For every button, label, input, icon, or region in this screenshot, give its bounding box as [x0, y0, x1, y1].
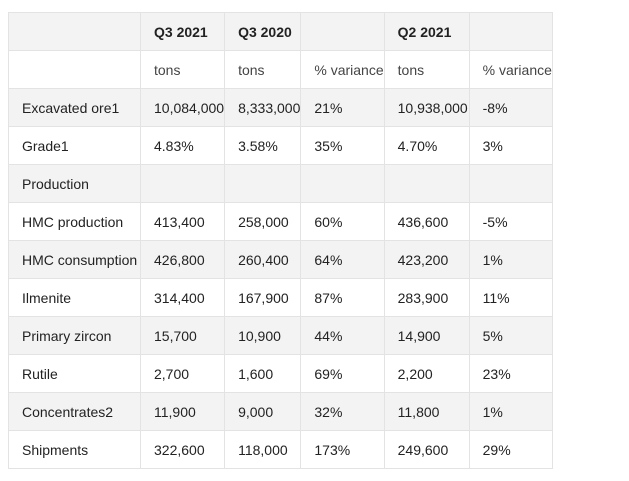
header-cell: Q3 2020 [224, 12, 302, 51]
header-cell [468, 12, 553, 51]
table-cell [300, 164, 385, 203]
header-cell [8, 12, 141, 51]
row-label: HMC consumption [8, 240, 141, 279]
table-cell: 423,200 [383, 240, 470, 279]
row-label: Production [8, 164, 141, 203]
table-cell: 260,400 [224, 240, 302, 279]
table-cell: 69% [300, 354, 385, 393]
unit-cell [8, 50, 141, 89]
table-row: Shipments 322,600 118,000 173% 249,600 2… [8, 430, 553, 469]
table-cell: 249,600 [383, 430, 470, 469]
table-cell: 426,800 [139, 240, 226, 279]
table-cell: 8,333,000 [224, 88, 302, 127]
unit-cell: % variance [300, 50, 385, 89]
header-row: Q3 2021 Q3 2020 Q2 2021 [8, 12, 553, 51]
row-label: Concentrates2 [8, 392, 141, 431]
table-cell: 3.58% [224, 126, 302, 165]
table-cell: 173% [300, 430, 385, 469]
table-cell: 23% [468, 354, 553, 393]
row-label: Ilmenite [8, 278, 141, 317]
unit-cell: tons [383, 50, 470, 89]
table-cell: 167,900 [224, 278, 302, 317]
table-cell: 4.70% [383, 126, 470, 165]
table-cell: 4.83% [139, 126, 226, 165]
table-cell: 35% [300, 126, 385, 165]
table-cell: 11,900 [139, 392, 226, 431]
table-cell: 87% [300, 278, 385, 317]
table-cell: 44% [300, 316, 385, 355]
table-cell: 14,900 [383, 316, 470, 355]
table-cell: 258,000 [224, 202, 302, 241]
table-cell: 413,400 [139, 202, 226, 241]
table-cell: 314,400 [139, 278, 226, 317]
table-row: Rutile 2,700 1,600 69% 2,200 23% [8, 354, 553, 393]
table-row: HMC consumption 426,800 260,400 64% 423,… [8, 240, 553, 279]
table-cell: -5% [468, 202, 553, 241]
unit-cell: % variance [468, 50, 553, 89]
unit-cell: tons [224, 50, 302, 89]
table-row: Concentrates2 11,900 9,000 32% 11,800 1% [8, 392, 553, 431]
table-cell [139, 164, 226, 203]
table-cell: 32% [300, 392, 385, 431]
table-cell: 1,600 [224, 354, 302, 393]
table-row: Production [8, 164, 553, 203]
table-cell: 11,800 [383, 392, 470, 431]
table-cell: 5% [468, 316, 553, 355]
table-cell: 118,000 [224, 430, 302, 469]
table-cell [224, 164, 302, 203]
row-label: HMC production [8, 202, 141, 241]
production-table: Q3 2021 Q3 2020 Q2 2021 tons tons % vari… [8, 12, 553, 469]
row-label: Primary zircon [8, 316, 141, 355]
production-table-container: Q3 2021 Q3 2020 Q2 2021 tons tons % vari… [8, 12, 553, 469]
table-cell: 10,938,000 [383, 88, 470, 127]
table-cell: 15,700 [139, 316, 226, 355]
row-label: Grade1 [8, 126, 141, 165]
table-cell: 11% [468, 278, 553, 317]
table-cell: 60% [300, 202, 385, 241]
table-cell: 436,600 [383, 202, 470, 241]
table-cell: 322,600 [139, 430, 226, 469]
table-cell: 10,900 [224, 316, 302, 355]
unit-cell: tons [139, 50, 226, 89]
row-label: Rutile [8, 354, 141, 393]
table-row: HMC production 413,400 258,000 60% 436,6… [8, 202, 553, 241]
table-row: Primary zircon 15,700 10,900 44% 14,900 … [8, 316, 553, 355]
unit-row: tons tons % variance tons % variance [8, 50, 553, 89]
header-cell: Q2 2021 [383, 12, 470, 51]
table-cell [383, 164, 470, 203]
table-cell: 9,000 [224, 392, 302, 431]
table-cell: 29% [468, 430, 553, 469]
table-row: Excavated ore1 10,084,000 8,333,000 21% … [8, 88, 553, 127]
header-cell: Q3 2021 [139, 12, 226, 51]
table-cell: 2,700 [139, 354, 226, 393]
table-cell: 2,200 [383, 354, 470, 393]
header-cell [300, 12, 385, 51]
table-cell: 1% [468, 392, 553, 431]
row-label: Excavated ore1 [8, 88, 141, 127]
table-cell: -8% [468, 88, 553, 127]
row-label: Shipments [8, 430, 141, 469]
table-cell: 3% [468, 126, 553, 165]
table-row: Grade1 4.83% 3.58% 35% 4.70% 3% [8, 126, 553, 165]
table-cell: 1% [468, 240, 553, 279]
table-cell: 283,900 [383, 278, 470, 317]
table-row: Ilmenite 314,400 167,900 87% 283,900 11% [8, 278, 553, 317]
table-cell: 21% [300, 88, 385, 127]
table-cell: 10,084,000 [139, 88, 226, 127]
table-cell [468, 164, 553, 203]
table-cell: 64% [300, 240, 385, 279]
